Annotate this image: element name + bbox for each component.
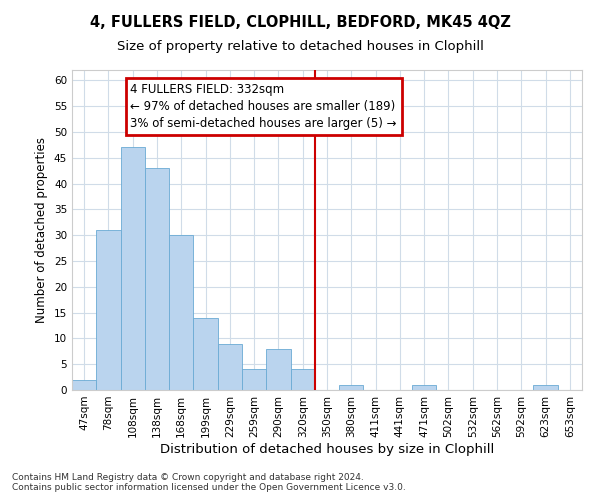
Text: Size of property relative to detached houses in Clophill: Size of property relative to detached ho… <box>116 40 484 53</box>
Bar <box>121 148 145 390</box>
Bar <box>339 385 364 390</box>
X-axis label: Distribution of detached houses by size in Clophill: Distribution of detached houses by size … <box>160 442 494 456</box>
Text: Contains HM Land Registry data © Crown copyright and database right 2024.
Contai: Contains HM Land Registry data © Crown c… <box>12 473 406 492</box>
Y-axis label: Number of detached properties: Number of detached properties <box>35 137 49 323</box>
Bar <box>266 348 290 390</box>
Bar <box>290 370 315 390</box>
Bar <box>533 385 558 390</box>
Bar <box>242 370 266 390</box>
Bar <box>193 318 218 390</box>
Bar <box>169 235 193 390</box>
Bar <box>412 385 436 390</box>
Bar <box>96 230 121 390</box>
Bar <box>72 380 96 390</box>
Bar <box>145 168 169 390</box>
Text: 4, FULLERS FIELD, CLOPHILL, BEDFORD, MK45 4QZ: 4, FULLERS FIELD, CLOPHILL, BEDFORD, MK4… <box>89 15 511 30</box>
Bar <box>218 344 242 390</box>
Text: 4 FULLERS FIELD: 332sqm
← 97% of detached houses are smaller (189)
3% of semi-de: 4 FULLERS FIELD: 332sqm ← 97% of detache… <box>130 83 397 130</box>
